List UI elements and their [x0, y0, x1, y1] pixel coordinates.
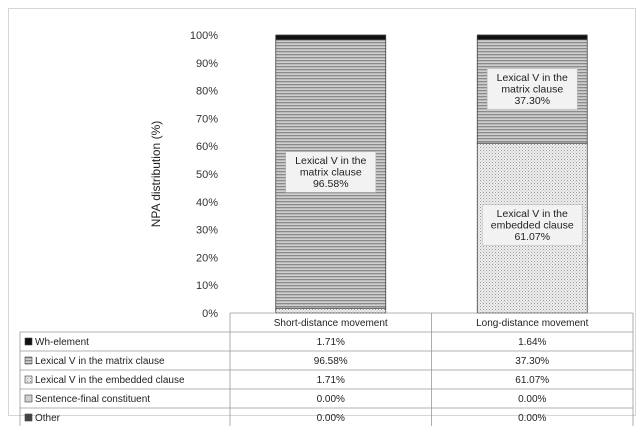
legend-entry: Lexical V in the embedded clause — [35, 375, 185, 386]
legend-entry: Lexical V in the matrix clause — [35, 356, 165, 367]
category-label: Short-distance movement — [274, 318, 388, 329]
legend-swatch — [24, 375, 33, 384]
data-label-text: embedded clause — [491, 219, 574, 231]
y-tick-label: 100% — [190, 30, 218, 42]
legend-entry: Sentence-final constituent — [35, 394, 150, 405]
legend-swatch — [24, 356, 33, 365]
legend-swatch — [24, 337, 33, 346]
table-value-cell: 61.07% — [515, 375, 549, 386]
data-label-text: matrix clause — [300, 166, 362, 178]
bar-segment-wh-element-1 — [476, 34, 588, 40]
chart-frame — [8, 8, 636, 416]
table-value-cell: 0.00% — [317, 394, 345, 405]
category-label: Long-distance movement — [476, 318, 589, 329]
y-tick-label: 60% — [196, 141, 218, 153]
data-label-text: matrix clause — [501, 83, 563, 95]
data-label-text: Lexical V in the — [497, 72, 568, 84]
table-value-cell: 1.71% — [317, 337, 345, 348]
table-value-cell: 1.64% — [518, 337, 546, 348]
legend-swatch — [24, 413, 33, 422]
bar-segment-wh-element-0 — [275, 34, 387, 41]
y-tick-label: 80% — [196, 86, 218, 98]
bar-segment-lexical-v-in-the-embedded-clause-0 — [275, 307, 387, 314]
table-value-cell: 0.00% — [317, 413, 345, 424]
data-label-text: 96.58% — [313, 178, 349, 190]
y-tick-label: 90% — [196, 58, 218, 70]
table-value-cell: 37.30% — [515, 356, 549, 367]
y-tick-label: 30% — [196, 225, 218, 237]
data-label-text: Lexical V in the — [295, 155, 366, 167]
y-tick-label: 70% — [196, 113, 218, 125]
table-value-cell: 96.58% — [314, 356, 348, 367]
table-value-cell: 0.00% — [518, 394, 546, 405]
legend-entry: Other — [35, 413, 61, 424]
data-label-box-1 — [486, 68, 578, 110]
data-label-box-0 — [285, 151, 377, 193]
y-tick-label: 10% — [196, 280, 218, 292]
y-tick-label: 40% — [196, 197, 218, 209]
y-tick-label: 0% — [202, 308, 218, 320]
legend-entry: Wh-element — [35, 337, 89, 348]
y-tick-label: 20% — [196, 252, 218, 264]
legend-swatch — [24, 394, 33, 403]
table-value-cell: 0.00% — [518, 413, 546, 424]
data-label-text: 61.07% — [514, 231, 550, 243]
y-tick-label: 50% — [196, 169, 218, 181]
data-label-text: 37.30% — [514, 95, 550, 107]
data-label-box-2 — [481, 204, 583, 246]
data-label-text: Lexical V in the — [497, 208, 568, 220]
y-axis-title: NPA distribution (%) — [149, 121, 163, 227]
table-value-cell: 1.71% — [317, 375, 345, 386]
